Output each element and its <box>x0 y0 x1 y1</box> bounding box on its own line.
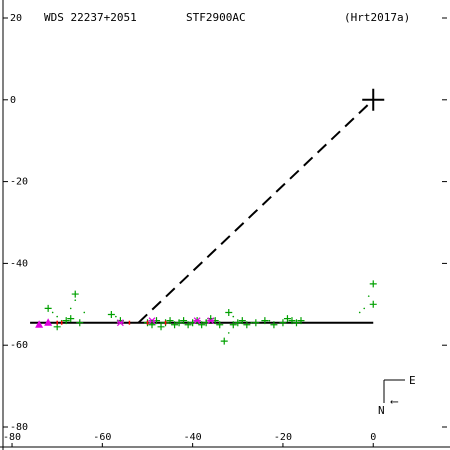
plus-data-point <box>171 321 179 329</box>
x-ticks: -80 -60 -40 -20 0 <box>3 432 376 447</box>
plus-data-point <box>67 315 75 323</box>
connector-dashed-line <box>137 99 374 324</box>
discoverer-code: STF2900AC <box>186 11 246 24</box>
plus-data-point <box>238 317 246 325</box>
residual-dot <box>115 315 117 318</box>
triangle-data-point <box>44 318 53 326</box>
plus-data-point <box>220 337 228 345</box>
plus-data-point <box>166 317 174 325</box>
plus-data-point <box>180 317 188 325</box>
plus-data-point <box>148 321 156 329</box>
data-marks <box>35 280 377 345</box>
x-tick-label: -80 <box>3 432 21 443</box>
residual-dot <box>178 319 180 322</box>
residual-dot <box>358 311 361 314</box>
residual-dot <box>205 319 207 322</box>
plus-data-point <box>243 321 251 329</box>
plus-data-point <box>107 311 115 319</box>
residual-dot <box>160 321 162 324</box>
residual-dot <box>367 295 370 297</box>
primary-star-marker <box>362 88 385 111</box>
plus-data-point <box>76 319 84 327</box>
reference-code: (Hrt2017a) <box>344 11 410 24</box>
plus-data-point <box>369 300 377 308</box>
x-tick-label: 0 <box>370 432 376 443</box>
plus-data-point <box>234 319 242 327</box>
y-tick-label: 20 <box>10 13 22 24</box>
plus-data-point <box>229 321 237 329</box>
cross-data-point <box>207 317 215 325</box>
plus-data-point <box>283 315 291 323</box>
plus-data-point <box>225 308 233 316</box>
y-ticks: 20 0 -20 -40 -60 -80 <box>3 13 447 433</box>
wds-id: WDS 22237+2051 <box>44 11 137 24</box>
plus-data-point <box>198 321 206 329</box>
y-tick-label: -20 <box>10 177 28 188</box>
plus-data-point <box>270 321 278 329</box>
cross-data-point <box>193 317 201 325</box>
residual-dot <box>232 315 235 318</box>
x-tick-label: -60 <box>93 432 111 443</box>
plus-data-point <box>369 280 377 288</box>
x-tick-label: -20 <box>274 432 292 443</box>
plus-data-point <box>288 317 296 325</box>
residual-dot <box>250 321 253 324</box>
y-tick-label: -40 <box>10 258 28 269</box>
residual-dot <box>69 307 72 310</box>
compass: E N ⟵ <box>378 374 416 417</box>
residual-dot <box>51 311 54 314</box>
plus-data-point <box>157 323 165 331</box>
plus-data-point <box>261 317 269 325</box>
plus-data-point <box>279 319 287 327</box>
plus-data-point <box>252 319 260 327</box>
residual-dot <box>268 319 271 322</box>
plus-data-point <box>297 317 305 325</box>
plus-data-point <box>44 304 52 312</box>
residual-dot <box>56 315 58 318</box>
y-tick-label: 0 <box>10 95 16 106</box>
cross-data-point <box>116 319 124 327</box>
compass-north-label: N <box>378 404 385 417</box>
triangle-data-point <box>35 320 44 328</box>
compass-east-label: E <box>409 374 416 387</box>
y-tick-label: -80 <box>10 422 28 433</box>
residual-dot <box>227 332 230 334</box>
residual-dot <box>74 299 77 302</box>
plus-data-point <box>62 317 70 325</box>
motion-arrow-icon: ⟵ <box>390 395 399 408</box>
residual-dot <box>191 321 194 324</box>
residual-dot <box>151 319 153 322</box>
residual-dot <box>218 321 221 324</box>
plus-data-point <box>71 290 79 298</box>
y-tick-label: -60 <box>10 340 28 351</box>
plus-data-point <box>292 319 300 327</box>
residual-dot <box>83 311 86 314</box>
residual-dot <box>363 307 366 310</box>
x-tick-label: -40 <box>184 432 202 443</box>
primary-plus-mark <box>362 88 385 111</box>
plus-data-point <box>184 321 192 329</box>
